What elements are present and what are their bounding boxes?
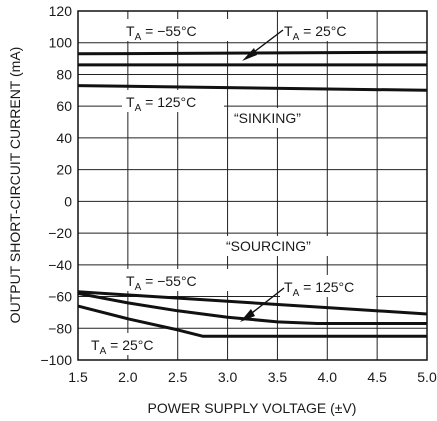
y-tick-label: −60 [48, 289, 72, 305]
curves [77, 50, 428, 338]
leader-arrows [240, 29, 285, 322]
y-tick-label: −100 [40, 352, 72, 368]
label-backgrounds [88, 19, 376, 355]
y-axis-title: OUTPUT SHORT-CIRCUIT CURRENT (mA) [7, 47, 23, 324]
y-tick-label: −80 [48, 320, 72, 336]
y-tick-label: 20 [56, 162, 72, 178]
plot-frame [77, 10, 428, 361]
x-axis-title: POWER SUPPLY VOLTAGE (±V) [148, 400, 357, 416]
y-tick-label: −20 [48, 225, 72, 241]
label-sink-125: TA = 125°C [126, 94, 196, 114]
x-tick-label: 3.5 [268, 369, 288, 385]
series-line-sourcing-3 [77, 290, 428, 316]
y-tick-label: 40 [56, 130, 72, 146]
x-tick-label: 5.0 [417, 369, 437, 385]
y-tick-label: 80 [56, 66, 72, 82]
x-tick-label: 2.0 [118, 369, 138, 385]
y-tick-label: −40 [48, 257, 72, 273]
annotation-sinking: “SINKING” [234, 110, 301, 126]
series-line-sourcing-5 [77, 304, 427, 338]
label-sink-25: TA = 25°C [284, 23, 346, 43]
series-line-sourcing-4 [77, 291, 427, 325]
x-tick-label: 4.5 [367, 369, 387, 385]
gridlines [77, 10, 428, 361]
leader-sink-25 [249, 29, 284, 56]
x-tick-label: 2.5 [168, 369, 188, 385]
leader-src-125 [247, 287, 285, 317]
label-src-125: TA = 125°C [284, 279, 354, 299]
y-tick-label: 120 [49, 3, 73, 19]
series-line-sinking-2 [77, 84, 428, 92]
arrowhead-src-125 [240, 309, 255, 322]
y-tick-label: 0 [64, 193, 72, 209]
x-tick-label: 3.0 [218, 369, 238, 385]
label-src-m55: TA = −55°C [126, 273, 197, 293]
label-src-25: TA = 25°C [91, 337, 153, 357]
annotation-sourcing: “SOURCING” [226, 238, 311, 254]
arrowhead-sink-25 [242, 48, 257, 61]
x-tick-label: 1.5 [68, 369, 88, 385]
y-tick-label: 100 [49, 35, 73, 51]
y-tick-label: 60 [56, 98, 72, 114]
label-sink-m55: TA = −55°C [126, 23, 197, 43]
x-tick-label: 4.0 [318, 369, 338, 385]
tick-labels: 1.5 2.0 2.5 3.0 3.5 4.0 4.5 5.0 120 100 80 60 40 20 0 −… [40, 3, 436, 385]
